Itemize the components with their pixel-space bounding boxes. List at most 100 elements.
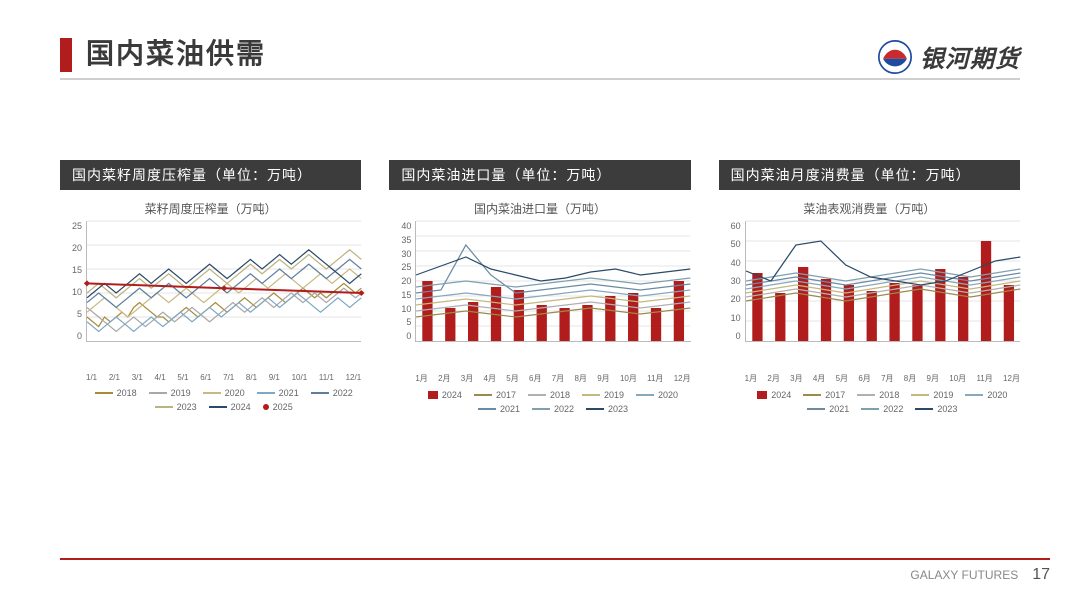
y-tick-label: 40	[731, 258, 741, 268]
x-tick-label: 3月	[790, 373, 802, 384]
legend-label: 2023	[937, 404, 957, 414]
chart-banner: 国内菜油进口量（单位：万吨）	[389, 160, 690, 190]
bar	[1003, 285, 1013, 341]
x-tick-label: 8/1	[246, 373, 257, 382]
bar	[912, 285, 922, 341]
legend-label: 2024	[442, 390, 462, 400]
x-tick-label: 10/1	[292, 373, 308, 382]
y-tick-label: 25	[401, 262, 411, 272]
legend-item: 2024	[209, 402, 251, 412]
legend-label: 2025	[273, 402, 293, 412]
legend-item: 2024	[428, 390, 462, 400]
legend-swatch-line	[586, 408, 604, 410]
legend-swatch-line	[807, 408, 825, 410]
x-tick-label: 11月	[976, 373, 992, 384]
legend-item: 2019	[582, 390, 624, 400]
chart-banner: 国内菜籽周度压榨量（单位：万吨）	[60, 160, 361, 190]
x-tick-label: 8月	[904, 373, 916, 384]
x-tick-label: 4月	[813, 373, 825, 384]
legend-label: 2021	[279, 388, 299, 398]
legend-label: 2018	[879, 390, 899, 400]
legend-swatch-line	[857, 394, 875, 396]
legend-item: 2025	[263, 402, 293, 412]
legend-label: 2022	[554, 404, 574, 414]
page-number: 17	[1032, 566, 1050, 584]
chart-subtitle: 国内菜油进口量（万吨）	[389, 200, 690, 217]
legend-label: 2017	[496, 390, 516, 400]
legend-swatch-line	[311, 392, 329, 394]
page-title: 国内菜油供需	[86, 32, 266, 72]
y-tick-label: 30	[401, 249, 411, 259]
bar	[583, 305, 593, 341]
brand: 银河期货	[878, 39, 1020, 78]
y-tick-label: 10	[401, 304, 411, 314]
legend-label: 2022	[333, 388, 353, 398]
y-tick-label: 0	[736, 331, 741, 341]
legend: 20242017201820192020202120222023	[745, 390, 1020, 414]
plot-area	[745, 221, 1020, 342]
legend-label: 2017	[825, 390, 845, 400]
x-tick-label: 7/1	[223, 373, 234, 382]
plot-wrap: 4035302520151050	[389, 221, 690, 371]
title-wrap: 国内菜油供需	[60, 32, 266, 78]
legend-label: 2024	[771, 390, 791, 400]
legend-swatch-line	[532, 408, 550, 410]
footer: GALAXY FUTURES 17	[60, 558, 1050, 584]
y-tick-label: 10	[731, 313, 741, 323]
legend-item: 2021	[807, 404, 849, 414]
y-tick-label: 10	[72, 287, 82, 297]
legend-label: 2021	[500, 404, 520, 414]
legend-item: 2023	[155, 402, 197, 412]
legend-item: 2019	[149, 388, 191, 398]
legend-swatch-bar	[428, 391, 438, 399]
x-tick-label: 1月	[745, 373, 757, 384]
legend-swatch-line	[528, 394, 546, 396]
x-tick-label: 2/1	[109, 373, 120, 382]
x-tick-label: 10月	[949, 373, 966, 384]
y-tick-label: 15	[401, 290, 411, 300]
y-tick-label: 35	[401, 235, 411, 245]
legend-item: 2023	[915, 404, 957, 414]
bar	[821, 279, 831, 341]
x-tick-label: 2月	[767, 373, 779, 384]
bar	[775, 293, 785, 341]
x-tick-label: 12月	[1003, 373, 1020, 384]
legend-item: 2024	[757, 390, 791, 400]
legend-swatch-line	[478, 408, 496, 410]
brand-logo-icon	[878, 40, 912, 74]
chart-banner: 国内菜油月度消费量（单位：万吨）	[719, 160, 1020, 190]
x-tick-label: 12月	[674, 373, 691, 384]
plot-wrap: 2520151050	[60, 221, 361, 371]
series-line	[416, 296, 690, 305]
y-tick-label: 60	[731, 221, 741, 231]
legend-swatch-line	[474, 394, 492, 396]
x-axis: 1/12/13/14/15/16/17/18/19/110/111/112/1	[86, 373, 361, 382]
bar	[468, 302, 478, 341]
legend-item: 2017	[803, 390, 845, 400]
x-tick-label: 6/1	[200, 373, 211, 382]
x-tick-label: 1/1	[86, 373, 97, 382]
series-line	[416, 245, 690, 293]
legend-label: 2020	[658, 390, 678, 400]
x-tick-label: 9月	[597, 373, 609, 384]
x-tick-label: 7月	[552, 373, 564, 384]
legend-item: 2022	[861, 404, 903, 414]
slide: 国内菜油供需 银河期货 国内菜籽周度压榨量（单位：万吨）菜籽周度压榨量（万吨）2…	[0, 0, 1080, 608]
legend-item: 2020	[203, 388, 245, 398]
legend-item: 2018	[95, 388, 137, 398]
legend-swatch-line	[915, 408, 933, 410]
series-line	[416, 257, 690, 281]
y-tick-label: 5	[77, 309, 82, 319]
legend-label: 2018	[117, 388, 137, 398]
bar	[423, 281, 433, 341]
legend-swatch-line	[149, 392, 167, 394]
legend-item: 2022	[311, 388, 353, 398]
bar	[537, 305, 547, 341]
chart-column: 国内菜油月度消费量（单位：万吨）菜油表观消费量（万吨）6050403020100…	[719, 160, 1020, 414]
x-tick-label: 12/1	[346, 373, 362, 382]
legend-swatch-line	[155, 406, 173, 408]
legend-item: 2019	[911, 390, 953, 400]
charts-row: 国内菜籽周度压榨量（单位：万吨）菜籽周度压榨量（万吨）25201510501/1…	[60, 160, 1020, 414]
legend-label: 2019	[933, 390, 953, 400]
y-tick-label: 25	[72, 221, 82, 231]
